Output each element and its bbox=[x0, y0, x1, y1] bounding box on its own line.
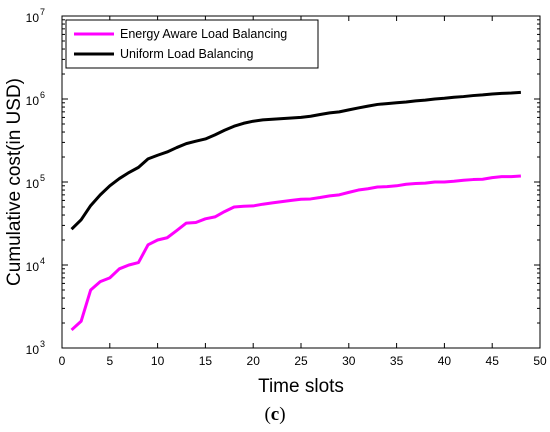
x-tick-label: 35 bbox=[390, 354, 404, 368]
y-tick-label: 10 bbox=[26, 11, 40, 25]
y-tick-exponent: 4 bbox=[40, 256, 45, 266]
y-tick-exponent: 3 bbox=[40, 339, 45, 349]
legend-label-energy-aware: Energy Aware Load Balancing bbox=[120, 27, 287, 41]
x-tick-label: 30 bbox=[342, 354, 356, 368]
y-tick-label: 10 bbox=[26, 94, 40, 108]
caption-close: ) bbox=[279, 404, 285, 425]
x-tick-label: 0 bbox=[59, 354, 66, 368]
y-axis-label: Cumulative cost(in USD) bbox=[4, 78, 25, 286]
x-axis-label: Time slots bbox=[258, 376, 344, 397]
x-tick-label: 40 bbox=[438, 354, 452, 368]
legend: Energy Aware Load Balancing Uniform Load… bbox=[66, 20, 318, 68]
caption-letter: c bbox=[271, 404, 279, 425]
y-tick-exponent: 6 bbox=[40, 90, 45, 100]
legend-label-uniform: Uniform Load Balancing bbox=[120, 47, 253, 61]
y-tick-exponent: 5 bbox=[40, 173, 45, 183]
y-tick-label: 10 bbox=[26, 260, 40, 274]
x-tick-label: 25 bbox=[294, 354, 308, 368]
x-tick-label: 10 bbox=[151, 354, 165, 368]
x-tick-label: 20 bbox=[247, 354, 261, 368]
y-tick-label: 10 bbox=[26, 343, 40, 357]
figure-caption: (c) bbox=[0, 404, 550, 426]
x-tick-label: 5 bbox=[106, 354, 113, 368]
x-tick-label: 50 bbox=[533, 354, 547, 368]
x-tick-label: 45 bbox=[486, 354, 500, 368]
y-tick-label: 10 bbox=[26, 177, 40, 191]
y-tick-exponent: 7 bbox=[40, 7, 45, 17]
x-tick-label: 15 bbox=[199, 354, 213, 368]
